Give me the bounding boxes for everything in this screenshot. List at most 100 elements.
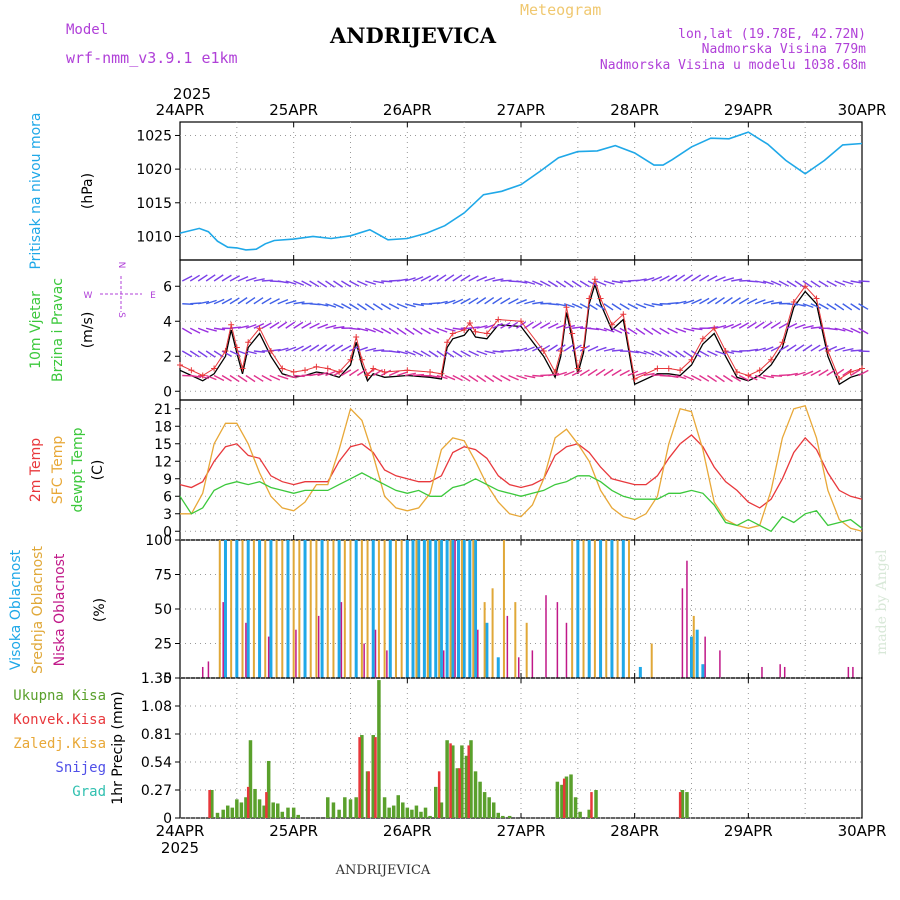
series-line-dewpt-temp <box>179 472 863 533</box>
wind-barb <box>778 344 789 352</box>
wind-barb <box>619 369 630 377</box>
wind-barb <box>277 321 288 329</box>
wind-barb <box>730 297 741 305</box>
wind-barb <box>181 350 193 358</box>
wind-barb <box>293 345 304 352</box>
credit: made by Angel <box>874 549 890 655</box>
wind-barb <box>189 350 200 358</box>
wind-barb <box>253 278 265 282</box>
bar-ukupna-kisa <box>331 802 336 818</box>
bar-visoka-oblacnost <box>434 540 438 678</box>
wind-barb <box>731 278 743 282</box>
bar-ukupna-kisa <box>478 781 482 818</box>
wind-barb <box>714 374 725 383</box>
bar-ukupna-kisa <box>451 745 455 818</box>
bar-ukupna-kisa <box>230 807 235 818</box>
bar-niska-oblacnost <box>386 650 388 678</box>
wind-barb <box>850 369 861 377</box>
wind-barb <box>333 280 343 288</box>
wind-barb <box>810 344 821 352</box>
wind-barb <box>571 344 582 352</box>
y-tick-label: 6 <box>163 489 172 505</box>
wind-barb <box>834 368 845 377</box>
wind-barb <box>699 374 710 382</box>
wind-barb <box>253 297 264 305</box>
precip-legend-item: Grad <box>72 784 106 800</box>
wind-barb <box>293 374 305 378</box>
bar-niska-oblacnost <box>852 666 854 678</box>
bar-srednja-oblacnost <box>472 540 475 678</box>
wind-barb <box>317 344 328 352</box>
wind-barb <box>341 280 352 288</box>
bar-ukupna-kisa <box>221 809 225 818</box>
wind-barb <box>468 275 479 282</box>
bar-srednja-oblacnost <box>315 540 318 678</box>
wind-unit: (m/s) <box>80 312 96 349</box>
bar-srednja-oblacnost <box>349 540 352 678</box>
y-tick-label: 2 <box>163 349 172 365</box>
wind-barb <box>277 280 289 284</box>
cloud-title-low: Niska Oblacnost <box>52 553 68 666</box>
bar-ukupna-kisa <box>455 768 460 818</box>
wind-barb <box>221 297 233 305</box>
wind-barb <box>468 350 479 357</box>
wind-barb <box>357 280 368 286</box>
wind-barb <box>476 324 488 329</box>
wind-barb <box>754 321 765 329</box>
model-elevation: Nadmorska Visina u modelu 1038.68m <box>600 58 866 73</box>
bar-visoka-oblacnost <box>576 540 580 678</box>
bar-srednja-oblacnost <box>298 540 301 678</box>
wind-barb <box>325 324 337 329</box>
wind-barb <box>468 374 479 383</box>
wind-barb <box>611 303 622 311</box>
bar-srednja-oblacnost <box>332 540 335 678</box>
wind-barb <box>563 344 574 352</box>
bar-visoka-oblacnost <box>286 540 290 678</box>
wind-barb <box>348 368 359 377</box>
y-tick-label: 12 <box>154 454 172 470</box>
wind-barb <box>309 344 320 352</box>
wind-barb <box>524 346 535 352</box>
precip-legend-item: Zaledj.Kisa <box>13 736 106 752</box>
wind-barb <box>572 326 584 329</box>
bar-ukupna-kisa <box>491 802 496 818</box>
wind-barb <box>794 303 806 307</box>
cloud-title-high: Visoka Oblacnost <box>8 549 24 670</box>
elevation: Nadmorska Visina 779m <box>702 42 867 57</box>
panels: 1010 1015 1020 1025 Pritisak na nivou mora (h… <box>8 101 886 840</box>
bar-srednja-oblacnost <box>525 622 528 678</box>
wind-barb <box>237 374 248 383</box>
wind-barb <box>221 350 232 358</box>
wind-barb <box>691 298 702 305</box>
bar-ukupna-kisa <box>280 811 285 818</box>
bar-visoka-oblacnost <box>235 540 239 678</box>
wind-barb <box>802 344 813 352</box>
bar-ukupna-kisa <box>464 755 469 818</box>
wind-barb <box>317 280 328 288</box>
bar-ukupna-kisa <box>262 805 266 818</box>
wind-barb <box>237 350 249 356</box>
bar-niska-oblacnost <box>295 629 297 678</box>
wind-barb <box>730 322 742 329</box>
wind-barb <box>365 347 377 352</box>
wind-barb <box>842 280 854 285</box>
wind-barb <box>380 327 392 335</box>
bar-ukupna-kisa <box>215 812 220 818</box>
x-date-label-bottom: 28APR <box>610 822 659 840</box>
wind-barb <box>659 275 670 282</box>
bar-niska-oblacnost <box>517 657 520 678</box>
bar-konvek.kisa <box>358 737 361 818</box>
wind-barb <box>221 374 232 382</box>
bar-ukupna-kisa <box>337 809 341 818</box>
wind-barb <box>293 280 305 286</box>
bar-niska-oblacnost <box>847 666 850 678</box>
bar-srednja-oblacnost <box>483 602 486 678</box>
wind-barb <box>524 300 536 305</box>
wind-barb <box>754 374 766 380</box>
wind-subtitle: Brzina i Pravac <box>50 278 66 382</box>
bar-konvek.kisa <box>437 771 441 818</box>
wind-barb <box>627 327 638 335</box>
wind-barb <box>802 324 814 329</box>
wind-barb <box>683 327 695 332</box>
wind-barb <box>388 327 399 335</box>
